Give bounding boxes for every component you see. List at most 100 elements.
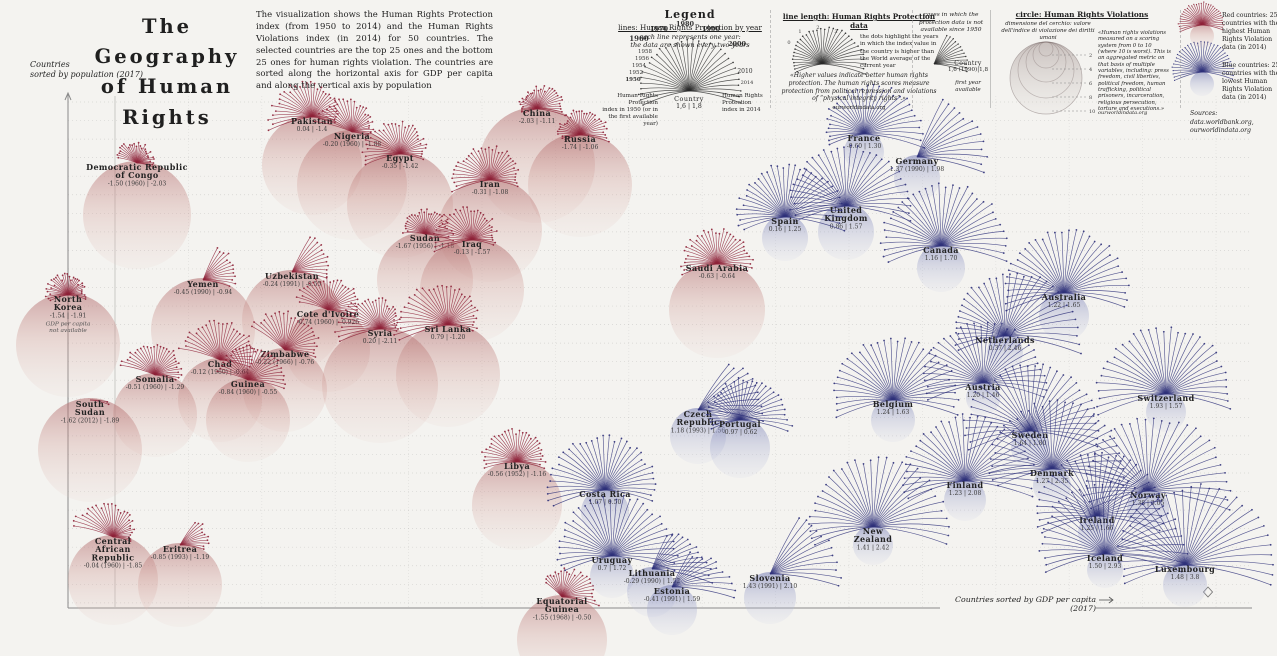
svg-text:0.37 | 2.46: 0.37 | 2.46	[989, 345, 1022, 352]
intro-paragraph: The visualization shows the Human Rights…	[256, 10, 493, 92]
svg-text:1.16 | 1.70: 1.16 | 1.70	[925, 255, 958, 262]
svg-text:1980: 1980	[676, 20, 695, 28]
legend-divider	[912, 10, 913, 108]
svg-text:2000: 2000	[728, 40, 747, 48]
blue-countries-caption: Blue countries: 25 countries with the lo…	[1222, 62, 1277, 102]
svg-text:Iraq: Iraq	[462, 239, 482, 249]
svg-text:Republic: Republic	[677, 417, 720, 427]
legend-circle-note: dimensione del cerchio: valore dell'indi…	[1001, 21, 1095, 41]
svg-text:Norway: Norway	[1130, 490, 1166, 500]
svg-text:Uruguay: Uruguay	[591, 555, 632, 565]
svg-text:Yemen: Yemen	[186, 279, 218, 289]
svg-text:1958: 1958	[638, 49, 652, 55]
legend-missing-note: cases in which the protection data is no…	[918, 12, 984, 34]
country-yemen: Yemen-0.45 (1990) | -0.94	[151, 247, 255, 382]
sources-text: data.worldbank.org, ourworldindata.org	[1190, 119, 1254, 135]
svg-text:-0.20 (1960) | -1.88: -0.20 (1960) | -1.88	[323, 141, 382, 148]
svg-text:6: 6	[1089, 81, 1092, 87]
svg-text:Guinea: Guinea	[231, 379, 265, 389]
svg-text:Luxembourg: Luxembourg	[1155, 564, 1215, 574]
svg-text:10: 10	[1089, 109, 1095, 115]
red-countries-icon	[1177, 1, 1225, 48]
svg-text:Costa Rica: Costa Rica	[579, 489, 631, 499]
legend-right-caption: Human Rights Protection index in 2014	[722, 93, 763, 113]
svg-text:-1.67 (1956) | -1.18: -1.67 (1956) | -1.18	[396, 243, 455, 250]
legend-lines-note: each line represents one year: the data …	[630, 33, 750, 50]
page-title-line2: of Human Rights	[100, 75, 234, 129]
svg-text:not available: not available	[49, 328, 87, 334]
svg-text:1.93 | 1.57: 1.93 | 1.57	[1150, 403, 1183, 410]
legend-circle-title: circle: Human Rights Violations	[1015, 10, 1149, 19]
svg-text:-0.56 (1952) | -1.16: -0.56 (1952) | -1.16	[488, 471, 547, 478]
svg-text:-0.31 | -1.08: -0.31 | -1.08	[472, 189, 509, 196]
svg-text:Democratic Republic: Democratic Republic	[86, 162, 188, 172]
country-russia: Russia-1.74 | -1.06	[528, 109, 632, 237]
svg-text:Austria: Austria	[964, 382, 1000, 392]
svg-text:1.18 (1993) | 1.56: 1.18 (1993) | 1.56	[671, 427, 726, 434]
svg-text:2014: 2014	[741, 80, 754, 86]
svg-text:1.07 | 0.50: 1.07 | 0.50	[589, 499, 622, 506]
svg-text:-0.45 (1990) | -0.94: -0.45 (1990) | -0.94	[174, 289, 233, 296]
svg-text:Germany: Germany	[895, 156, 938, 166]
legend-title: Legend	[664, 8, 716, 21]
svg-text:4: 4	[1089, 67, 1092, 73]
svg-text:-0.29 (1990) | 1.52: -0.29 (1990) | 1.52	[624, 578, 681, 585]
legend-length-quote: «Higher values indicate better human rig…	[781, 72, 937, 103]
svg-text:1.23 | 2.08: 1.23 | 2.08	[949, 490, 982, 497]
page-title-line1: The Geography	[94, 15, 240, 69]
svg-text:Netherlands: Netherlands	[975, 335, 1035, 345]
svg-text:Iran: Iran	[480, 179, 501, 189]
svg-text:Libya: Libya	[504, 461, 530, 471]
svg-text:United: United	[830, 205, 863, 215]
svg-text:Zimbabwe: Zimbabwe	[261, 349, 310, 359]
page-title: The Geography of Human Rights	[72, 12, 262, 133]
svg-text:0.86 | 1.57: 0.86 | 1.57	[830, 223, 863, 230]
svg-text:1.38 | 3.05: 1.38 | 3.05	[1132, 500, 1165, 507]
legend-missing-caption: first year available	[955, 80, 981, 93]
svg-text:Sudan: Sudan	[410, 233, 440, 243]
svg-text:8: 8	[1089, 95, 1092, 101]
legend-length-source: ourworldindata.org	[832, 105, 886, 111]
svg-text:-0.04 (1960) | -1.85: -0.04 (1960) | -1.85	[84, 563, 143, 570]
legend-missing-country-label: Country	[954, 60, 982, 67]
svg-text:-0.97 | 0.62: -0.97 | 0.62	[723, 429, 758, 436]
svg-text:-0.35 | -1.42: -0.35 | -1.42	[382, 163, 419, 170]
svg-text:Syria: Syria	[368, 328, 393, 338]
svg-text:New: New	[863, 526, 884, 536]
legend-divider	[990, 10, 991, 108]
svg-text:African: African	[94, 544, 130, 554]
sources-label: Sources:	[1190, 110, 1218, 117]
svg-text:Czech: Czech	[684, 409, 713, 419]
svg-text:-0.41 (1991) | 1.59: -0.41 (1991) | 1.59	[644, 596, 701, 603]
svg-text:0.79 | -1.20: 0.79 | -1.20	[431, 334, 466, 341]
svg-text:of Congo: of Congo	[115, 170, 158, 180]
country-eritrea: Eritrea-0.85 (1993) | -1.19	[138, 521, 222, 627]
svg-text:Zealand: Zealand	[854, 534, 893, 544]
svg-text:-1.55 (1968) | -0.50: -1.55 (1968) | -0.50	[533, 614, 592, 621]
svg-text:1.37 (1990) | 1.98: 1.37 (1990) | 1.98	[890, 166, 945, 173]
svg-text:Nigeria: Nigeria	[334, 131, 370, 141]
svg-text:-1.54 | -1.91: -1.54 | -1.91	[50, 312, 87, 319]
legend-country-values: 1,6 | 1,8	[676, 103, 702, 110]
svg-text:Republic: Republic	[92, 552, 135, 562]
svg-text:France: France	[847, 133, 880, 143]
y-axis-label: Countries sorted by population (2017)	[30, 60, 143, 80]
svg-text:1.25 | 1.66: 1.25 | 1.66	[1081, 525, 1114, 532]
legend-length-subtitle: line length: Human Rights Protection dat…	[782, 12, 936, 30]
svg-text:1.22 | 1.65: 1.22 | 1.65	[1048, 302, 1081, 309]
svg-text:0.04 | -1.4: 0.04 | -1.4	[297, 126, 328, 133]
svg-text:Spain: Spain	[771, 216, 798, 226]
svg-text:South: South	[76, 399, 104, 409]
svg-text:Estonia: Estonia	[654, 586, 690, 596]
svg-text:1.20 | 1.46: 1.20 | 1.46	[967, 392, 1000, 399]
svg-text:-0.60 | 1.30: -0.60 | 1.30	[847, 143, 882, 150]
